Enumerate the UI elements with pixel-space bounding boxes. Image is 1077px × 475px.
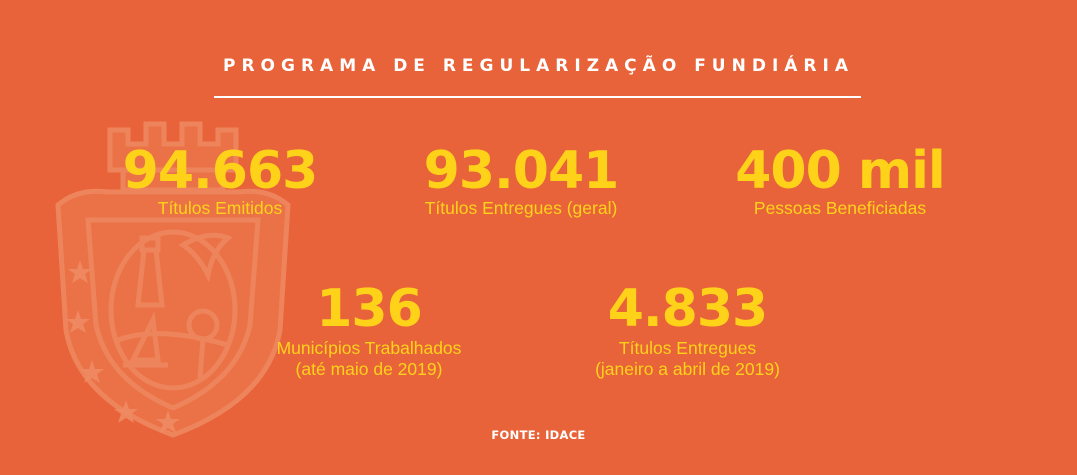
stat-note: (até maio de 2019) — [295, 359, 443, 379]
stat-titulos-emitidos: 94.663 Títulos Emitidos — [100, 145, 340, 219]
stat-label: Pessoas Beneficiadas — [753, 198, 927, 218]
page-title: PROGRAMA DE REGULARIZAÇÃO FUNDIÁRIA — [223, 56, 854, 76]
stat-titulos-entregues-geral: 93.041 Títulos Entregues (geral) — [391, 145, 651, 219]
title-divider — [214, 96, 861, 98]
stat-value: 94.663 — [122, 141, 319, 201]
stat-titulos-entregues-2019: 4.833 Títulos Entregues (janeiro a abril… — [565, 283, 810, 380]
stat-label: Municípios Trabalhados — [276, 338, 462, 358]
source-credit: FONTE: IDACE — [491, 428, 586, 442]
stat-value: 400 mil — [735, 141, 945, 201]
stat-municipios-trabalhados: 136 Municípios Trabalhados (até maio de … — [249, 283, 489, 380]
stat-value: 4.833 — [607, 279, 768, 339]
stat-note: (janeiro a abril de 2019) — [595, 359, 780, 379]
stat-value: 136 — [316, 279, 423, 339]
coat-of-arms-watermark-icon — [55, 121, 291, 438]
stat-label: Títulos Entregues (geral) — [424, 198, 618, 218]
stat-label: Títulos Emitidos — [157, 198, 283, 218]
stat-pessoas-beneficiadas: 400 mil Pessoas Beneficiadas — [705, 145, 975, 219]
stat-label: Títulos Entregues — [618, 338, 757, 358]
stat-value: 93.041 — [423, 141, 620, 201]
